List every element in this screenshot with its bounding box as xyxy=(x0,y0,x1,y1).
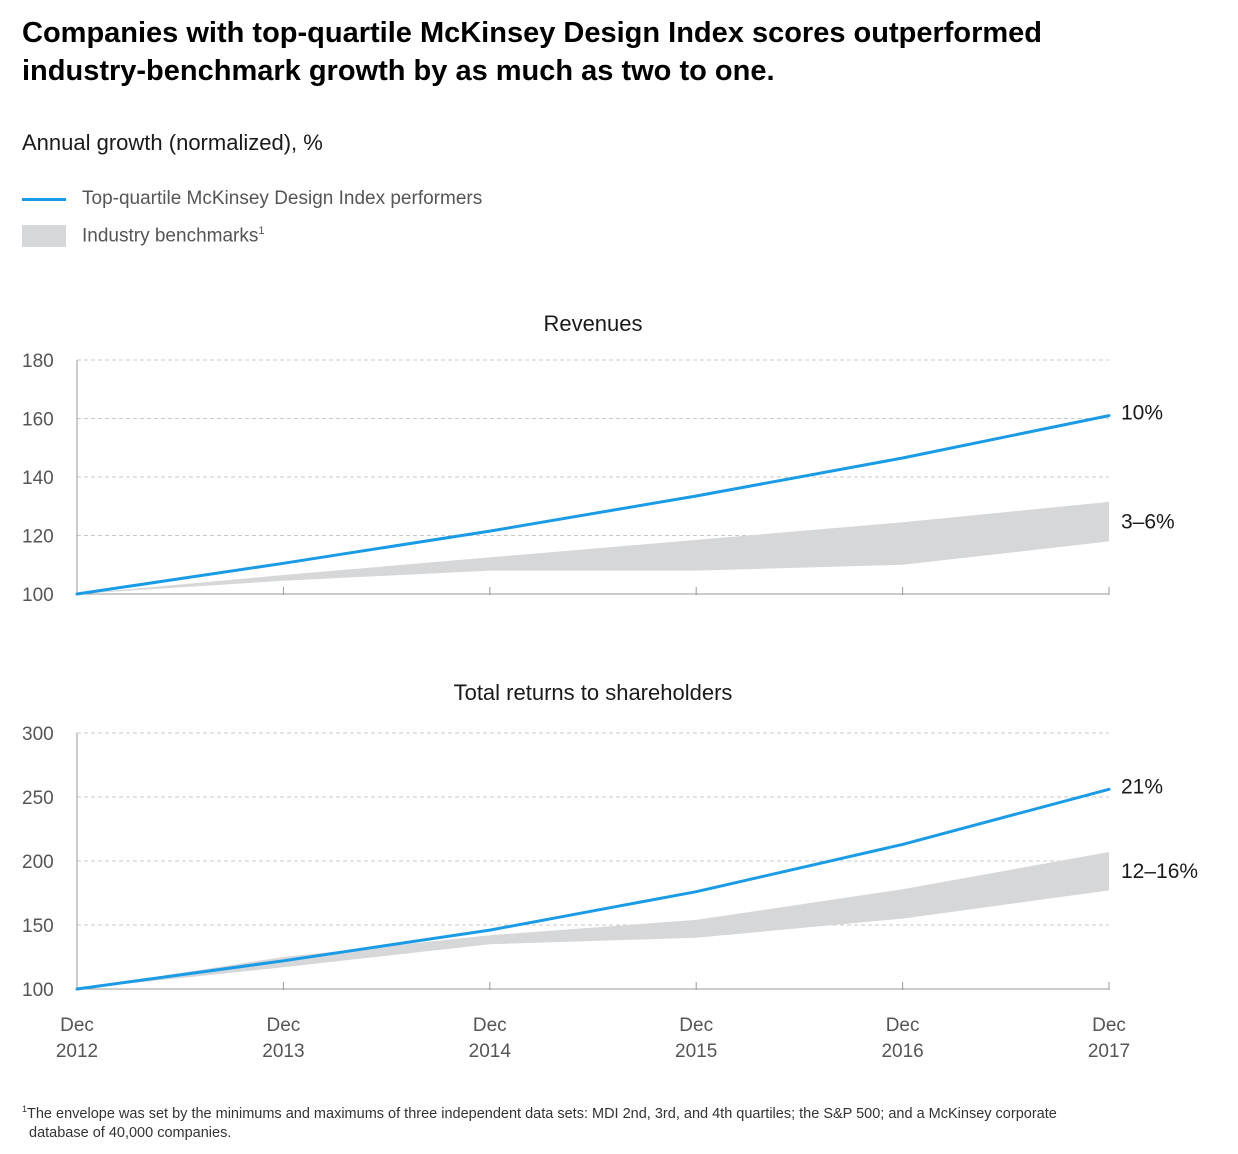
chart-1-band-end-label: 3–6% xyxy=(1121,511,1175,534)
chart-1-y-tick-label: 180 xyxy=(22,351,54,372)
chart-1-y-tick-label: 140 xyxy=(22,468,54,489)
chart-2-benchmark-band xyxy=(77,852,1109,989)
chart-2-series-line xyxy=(75,787,1111,991)
legend-line-label: Top-quartile McKinsey Design Index perfo… xyxy=(82,188,483,209)
chart-2-x-tick-label-year: 2016 xyxy=(881,1041,923,1062)
chart-2-x-tick-label-month: Dec xyxy=(473,1015,507,1036)
chart-2-band-end-label: 12–16% xyxy=(1121,860,1198,883)
legend-band-text: Industry benchmarks1 xyxy=(82,225,264,247)
chart-1-title: Revenues xyxy=(543,311,642,336)
legend-line-swatch xyxy=(22,197,66,201)
footnote-line-2: database of 40,000 companies. xyxy=(29,1124,232,1141)
chart-2-y-tick-label: 250 xyxy=(22,788,54,809)
chart-2-y-tick-label: 200 xyxy=(22,852,54,873)
chart-2-x-tick-label-year: 2015 xyxy=(675,1041,717,1062)
chart-title-line-1: Companies with top-quartile McKinsey Des… xyxy=(22,17,1043,49)
chart-2-x-tick-label-month: Dec xyxy=(60,1015,94,1036)
chart-2-x-tick-label-year: 2013 xyxy=(262,1041,304,1062)
chart-title-line-2: industry-benchmark growth by as much as … xyxy=(22,55,775,87)
legend-band-label: Industry benchmarks xyxy=(82,225,259,247)
chart-2-x-tick-label-year: 2012 xyxy=(56,1041,98,1062)
chart-2-x-tick-label-year: 2014 xyxy=(469,1041,512,1062)
chart-2-x-tick-label-month: Dec xyxy=(679,1015,713,1036)
footnote-line-1: 1The envelope was set by the minimums an… xyxy=(22,1100,1222,1124)
chart-2-title: Total returns to shareholders xyxy=(454,680,733,705)
chart-1-benchmark-band xyxy=(77,501,1109,594)
footnote-mark: 1 xyxy=(22,1104,28,1114)
chart-2-x-tick-label-month: Dec xyxy=(1092,1015,1126,1036)
chart-2-y-tick-label: 300 xyxy=(22,724,54,745)
chart-2-x-tick-label-year: 2017 xyxy=(1088,1041,1130,1062)
footnote: 1The envelope was set by the minimums an… xyxy=(22,1100,1222,1143)
legend-entry-line: Top-quartile McKinsey Design Index perfo… xyxy=(22,187,482,211)
chart-1-y-tick-label: 100 xyxy=(22,585,54,606)
legend-band-swatch xyxy=(22,225,66,247)
chart-2-x-tick-label-month: Dec xyxy=(267,1015,301,1036)
chart-2-y-tick-label: 150 xyxy=(22,916,54,937)
chart-1-y-tick-label: 120 xyxy=(22,527,54,548)
chart-2-line-end-label: 21% xyxy=(1121,775,1163,798)
chart-1-series-line xyxy=(75,414,1111,596)
chart-title: Companies with top-quartile McKinsey Des… xyxy=(22,14,1212,90)
chart-1-y-tick-label: 160 xyxy=(22,410,54,431)
legend-entry-band: Industry benchmarks1 xyxy=(22,224,264,248)
chart-2-x-tick-label-month: Dec xyxy=(886,1015,920,1036)
legend-footnote-mark: 1 xyxy=(258,224,265,237)
chart-1-line-end-label: 10% xyxy=(1121,402,1163,425)
footnote-text-1: The envelope was set by the minimums and… xyxy=(27,1105,1057,1122)
chart-subtitle: Annual growth (normalized), % xyxy=(22,130,323,155)
chart-2-y-tick-label: 100 xyxy=(22,980,54,1001)
